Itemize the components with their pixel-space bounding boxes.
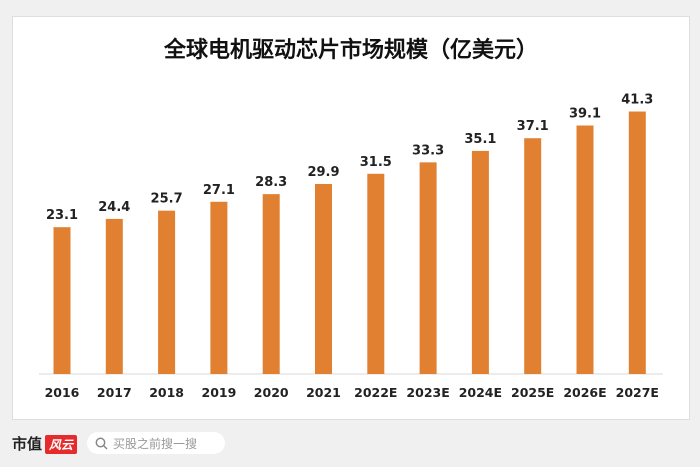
chart-title: 全球电机驱动芯片市场规模（亿美元）: [163, 37, 538, 63]
x-tick-2019: 2019: [202, 385, 237, 400]
bar-2025E: [524, 138, 542, 374]
x-tick-2021: 2021: [306, 385, 341, 400]
bar-2027E: [628, 111, 646, 374]
x-tick-2017: 2017: [97, 385, 132, 400]
bar-2016: [53, 227, 71, 374]
data-label-2022E: 31.5: [360, 155, 392, 170]
search-input[interactable]: 买股之前搜一搜: [87, 432, 226, 454]
x-tick-2022E: 2022E: [354, 385, 397, 400]
data-label-2020: 28.3: [255, 175, 287, 190]
brand-name: 市值: [12, 434, 43, 453]
x-tick-2027E: 2027E: [616, 385, 659, 400]
data-label-2024E: 35.1: [464, 132, 496, 147]
data-label-2019: 27.1: [203, 183, 235, 198]
bar-2019: [210, 201, 228, 374]
data-label-2026E: 39.1: [569, 106, 601, 121]
chart-panel: 全球电机驱动芯片市场规模（亿美元） 23.1 2016 24.4 2017 25.7 20…: [12, 16, 690, 420]
data-label-2021: 29.9: [307, 165, 339, 180]
bar-chart: 全球电机驱动芯片市场规模（亿美元） 23.1 2016 24.4 2017 25.7 20…: [39, 37, 663, 400]
bar-2023E: [419, 162, 437, 374]
bar-2021: [315, 183, 332, 374]
bar-2024E: [471, 150, 489, 374]
x-tick-2024E: 2024E: [459, 385, 502, 400]
data-label-2017: 24.4: [98, 200, 130, 215]
bar-2020: [262, 194, 280, 374]
data-label-2025E: 37.1: [517, 119, 549, 134]
bar-2018: [158, 210, 176, 374]
bar-2026E: [576, 125, 594, 375]
x-tick-2020: 2020: [254, 385, 289, 400]
brand-logo[interactable]: 市值 风云: [12, 433, 78, 454]
search-placeholder: 买股之前搜一搜: [113, 436, 198, 451]
x-tick-2026E: 2026E: [563, 385, 606, 400]
bar-2022E: [367, 173, 385, 374]
data-label-2027E: 41.3: [621, 93, 653, 108]
data-label-2018: 25.7: [151, 192, 183, 207]
x-tick-2016: 2016: [45, 385, 80, 400]
bar-2017: [105, 218, 123, 374]
x-tick-2025E: 2025E: [511, 385, 554, 400]
search-icon: [95, 437, 108, 450]
x-tick-2023E: 2023E: [406, 385, 449, 400]
x-tick-2018: 2018: [149, 385, 184, 400]
footer: 市值 风云 买股之前搜一搜: [12, 430, 226, 456]
data-label-2016: 23.1: [46, 208, 78, 223]
brand-badge: 风云: [45, 434, 78, 454]
data-label-2023E: 33.3: [412, 143, 444, 158]
